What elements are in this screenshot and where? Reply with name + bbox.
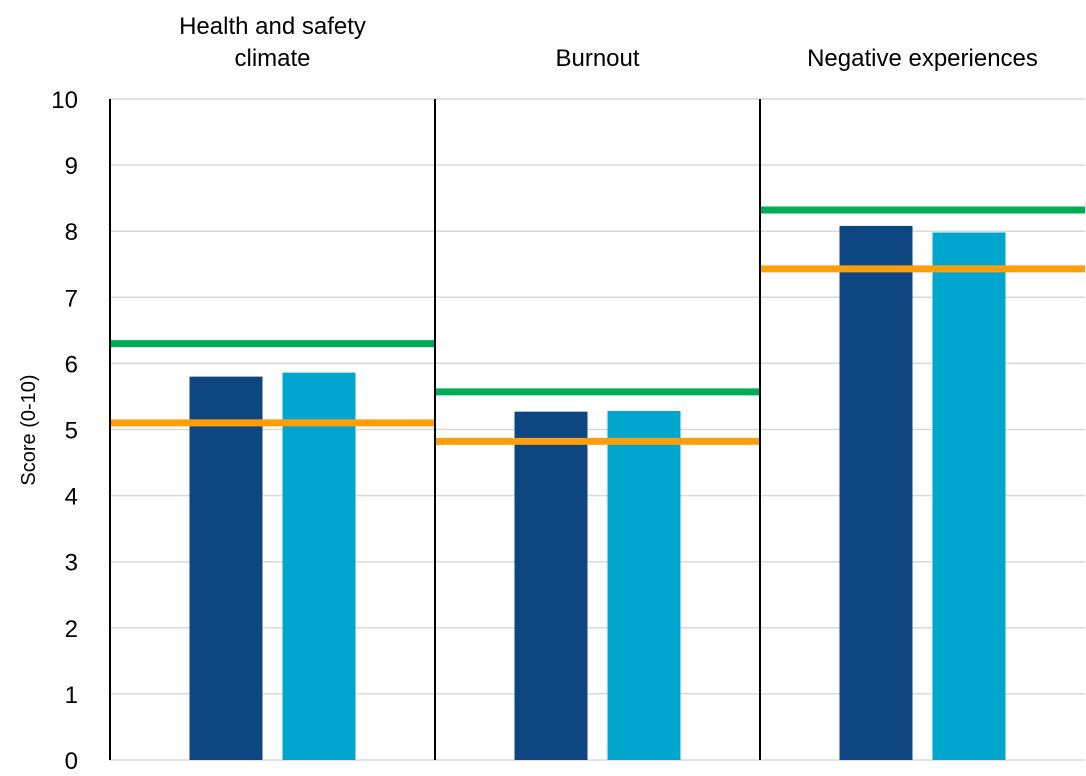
category-label: Negative experiences	[807, 45, 1038, 72]
y-tick-label: 4	[65, 484, 78, 511]
category-label: Burnout	[555, 45, 639, 72]
reference-lines	[110, 206, 1085, 445]
y-tick-label: 10	[51, 87, 78, 114]
bar	[189, 376, 263, 760]
y-tick-label: 1	[65, 682, 78, 709]
panel-dividers	[109, 99, 761, 760]
y-tick-labels: 0 1 2 3 4 5 6 7 8 9 10	[51, 87, 78, 775]
category-label: climate	[234, 45, 310, 72]
y-tick-label: 9	[65, 153, 78, 180]
y-tick-label: 3	[65, 550, 78, 577]
bar	[932, 232, 1006, 761]
y-tick-label: 5	[65, 418, 78, 445]
y-tick-label: 0	[65, 748, 78, 775]
y-tick-label: 6	[65, 351, 78, 378]
bar	[514, 411, 588, 760]
y-tick-label: 2	[65, 616, 78, 643]
bars	[189, 225, 1006, 761]
category-label: Health and safety	[179, 13, 366, 40]
gridlines	[110, 98, 1085, 761]
y-axis-title: Score (0-10)	[18, 374, 40, 485]
y-tick-label: 7	[65, 285, 78, 312]
y-tick-label: 8	[65, 219, 78, 246]
bar	[607, 410, 681, 760]
category-labels: Health and safety climate Burnout Negative …	[179, 13, 1038, 72]
bar	[282, 372, 356, 760]
bar	[839, 225, 913, 761]
